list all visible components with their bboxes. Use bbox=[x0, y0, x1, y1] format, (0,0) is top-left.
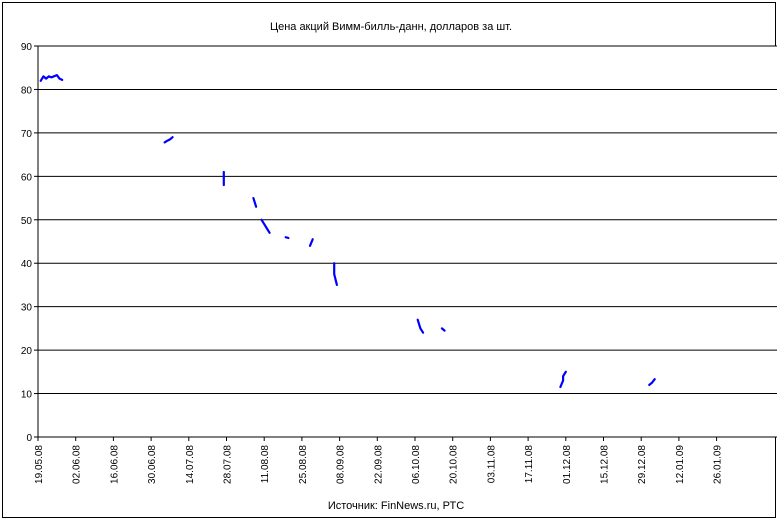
x-tick-label: 28.07.08 bbox=[223, 445, 234, 484]
y-tick-label: 70 bbox=[21, 129, 33, 140]
chart-svg: Цена акций Вимм-билль-данн, долларов за … bbox=[21, 21, 777, 512]
x-tick-label: 22.09.08 bbox=[373, 445, 384, 484]
y-tick-label: 30 bbox=[21, 303, 33, 314]
x-tick-label: 02.06.08 bbox=[72, 445, 83, 484]
x-tick-label: 26.01.09 bbox=[713, 445, 724, 484]
x-tick-label: 11.08.08 bbox=[260, 445, 271, 484]
x-tick-label: 25.08.08 bbox=[298, 445, 309, 484]
price-line-segment bbox=[308, 238, 314, 247]
x-tick-label: 06.10.08 bbox=[411, 445, 422, 484]
x-tick-label: 29.12.08 bbox=[637, 445, 648, 484]
x-tick-label: 08.09.08 bbox=[336, 445, 347, 484]
price-line-segment bbox=[39, 73, 64, 82]
y-tick-label: 80 bbox=[21, 85, 33, 96]
y-tick-label: 10 bbox=[21, 390, 33, 401]
x-tick-label: 19.05.08 bbox=[34, 445, 45, 484]
y-tick-label: 20 bbox=[21, 346, 33, 357]
y-tick-label: 90 bbox=[21, 42, 33, 53]
y-tick-label: 0 bbox=[26, 433, 32, 444]
axes-layer: 0 10 20 30 40 50 60 70 80 90 19.05.08 02.06.08 16.06… bbox=[21, 42, 777, 484]
price-line-segment bbox=[559, 370, 567, 389]
price-line-segment bbox=[440, 327, 446, 332]
x-tick-label: 17.11.08 bbox=[524, 445, 535, 484]
x-tick-label: 30.06.08 bbox=[147, 445, 158, 484]
grid-layer bbox=[38, 45, 777, 395]
x-tick-label: 01.12.08 bbox=[562, 445, 573, 484]
y-tick-label: 40 bbox=[21, 259, 33, 270]
x-tick-label: 16.06.08 bbox=[109, 445, 120, 484]
x-tick-label: 03.11.08 bbox=[486, 445, 497, 484]
price-line-segment bbox=[163, 136, 174, 144]
plot-area bbox=[38, 46, 777, 437]
y-tick-label: 50 bbox=[21, 216, 33, 227]
price-line-segment bbox=[333, 262, 338, 286]
price-series bbox=[39, 73, 656, 389]
price-line-segment bbox=[252, 197, 258, 208]
y-tick-label: 60 bbox=[21, 172, 33, 183]
price-line-segment bbox=[284, 236, 290, 240]
x-tick-label: 15.12.08 bbox=[600, 445, 611, 484]
chart-source: Источник: FinNews.ru, РТС bbox=[328, 500, 464, 512]
price-line-segment bbox=[260, 218, 271, 234]
price-line-segment bbox=[416, 318, 425, 334]
x-tick-label: 14.07.08 bbox=[185, 445, 196, 484]
price-line-segment bbox=[648, 378, 656, 386]
x-tick-label: 12.01.09 bbox=[675, 445, 686, 484]
chart-title: Цена акций Вимм-билль-данн, долларов за … bbox=[270, 21, 512, 33]
x-tick-label: 20.10.08 bbox=[449, 445, 460, 484]
